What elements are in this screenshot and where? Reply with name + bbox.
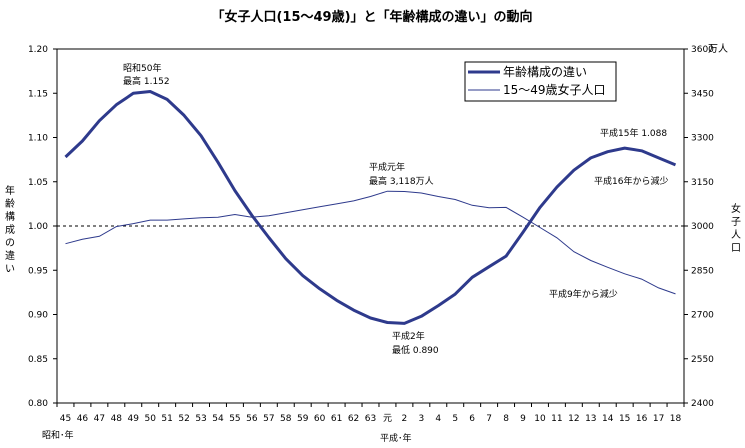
x-tick-label: 7 — [486, 414, 492, 424]
left-tick-label: 1.20 — [28, 45, 48, 55]
annotation-showa50-peak: 昭和50年 最高 1.152 — [123, 62, 170, 87]
x-tick-label: 18 — [670, 414, 682, 424]
x-tick-label: 9 — [520, 414, 526, 424]
right-tick-label: 3450 — [691, 89, 714, 99]
right-axis-unit: 万人 — [708, 43, 728, 55]
annotation-heisei2-low: 平成2年 最低 0.890 — [392, 330, 439, 356]
x-tick-label: 5 — [452, 414, 458, 424]
x-era-label-showa: 昭和･年 — [42, 429, 74, 441]
left-tick-label: 0.80 — [28, 399, 48, 409]
legend-label-age-structure: 年齢構成の違い — [503, 64, 587, 79]
right-tick-label: 2700 — [691, 311, 714, 321]
right-tick-label: 3600 — [691, 45, 714, 55]
x-tick-label: 13 — [585, 414, 596, 424]
right-tick-label: 3150 — [691, 178, 714, 188]
annotation-text: 最低 0.890 — [392, 344, 439, 356]
x-tick-label: 6 — [469, 414, 475, 424]
left-tick-label: 1.05 — [28, 178, 48, 188]
legend-box — [464, 61, 617, 102]
right-tick-label: 3300 — [691, 134, 714, 144]
axis-title-char: 口 — [731, 243, 741, 254]
x-tick-label: 61 — [331, 414, 342, 424]
x-tick-label: 63 — [365, 414, 376, 424]
axis-title-char: 違 — [5, 249, 15, 262]
axis-title-char: 構 — [5, 210, 15, 223]
x-axis-ticks: 45 46 47 48 49 50 51 52 53 54 55 56 57 58 59 60 61 62 63 元 2… — [56, 403, 685, 424]
right-tick-label: 2850 — [691, 266, 714, 276]
left-tick-label: 1.15 — [28, 89, 48, 99]
x-tick-label: 2 — [402, 414, 408, 424]
x-tick-label: 11 — [551, 414, 562, 424]
annotation-text: 昭和50年 — [123, 62, 161, 74]
x-tick-label: 4 — [435, 414, 441, 424]
x-tick-label: 47 — [94, 414, 105, 424]
left-tick-label: 0.90 — [28, 311, 48, 321]
axis-title-char: 年 — [5, 184, 15, 197]
right-axis-title: 女子人口 — [731, 202, 741, 254]
x-tick-label: 10 — [534, 414, 546, 424]
left-tick-label: 0.85 — [28, 355, 48, 365]
right-tick-label: 3000 — [691, 222, 714, 232]
series-line-age-structure — [64, 90, 677, 325]
left-tick-label: 0.95 — [28, 266, 48, 276]
x-tick-label: 56 — [246, 414, 258, 424]
annotation-heisei15: 平成15年 1.088 — [600, 127, 667, 139]
annotation-heisei16-decline: 平成16年から減少 — [594, 175, 668, 187]
left-axis-title: 年齢構成の違い — [5, 184, 15, 275]
right-tick-label: 2550 — [691, 355, 714, 365]
x-tick-label: 46 — [77, 414, 89, 424]
x-tick-label: 元 — [383, 414, 392, 424]
x-tick-label: 62 — [348, 414, 359, 424]
legend-label-female-population: 15～49歳女子人口 — [503, 82, 606, 97]
annotation-text: 平成元年 — [369, 161, 405, 173]
x-tick-label: 52 — [178, 414, 189, 424]
annotation-text: 平成2年 — [392, 330, 425, 342]
chart-title: 「女子人口(15～49歳)」と「年齢構成の違い」の動向 — [211, 9, 532, 25]
right-tick-label: 2400 — [691, 399, 714, 409]
x-era-label-heisei: 平成･年 — [380, 432, 412, 444]
x-tick-label: 15 — [619, 414, 630, 424]
x-tick-label: 17 — [653, 414, 664, 424]
legend: 年齢構成の違い 15～49歳女子人口 — [464, 61, 617, 102]
right-axis-ticks: 2400 2550 2700 2850 3000 3150 3300 3450 3600 — [684, 45, 714, 409]
x-tick-label: 53 — [195, 414, 206, 424]
axis-title-char: 女 — [731, 202, 741, 215]
x-tick-label: 3 — [418, 414, 424, 424]
x-tick-label: 8 — [503, 414, 509, 424]
x-tick-label: 50 — [144, 414, 156, 424]
x-tick-label: 45 — [60, 414, 71, 424]
axis-title-char: 人 — [731, 229, 741, 241]
x-tick-label: 49 — [128, 414, 140, 424]
x-tick-label: 57 — [263, 414, 274, 424]
x-tick-label: 60 — [314, 414, 326, 424]
axis-title-char: 子 — [731, 216, 741, 228]
left-tick-label: 1.10 — [28, 134, 48, 144]
x-tick-label: 14 — [602, 414, 614, 424]
x-tick-label: 55 — [229, 414, 240, 424]
x-tick-label: 12 — [568, 414, 579, 424]
x-tick-label: 16 — [636, 414, 648, 424]
x-tick-label: 51 — [161, 414, 172, 424]
x-tick-label: 54 — [212, 414, 224, 424]
annotation-text: 最高 3,118万人 — [369, 175, 434, 187]
axis-title-char: の — [5, 238, 15, 249]
axis-title-char: 齢 — [5, 197, 15, 210]
axis-title-char: い — [5, 264, 15, 275]
x-tick-label: 48 — [111, 414, 123, 424]
left-tick-label: 1.00 — [28, 222, 48, 232]
annotation-text: 最高 1.152 — [123, 75, 170, 87]
annotation-heisei-gannen-peak: 平成元年 最高 3,118万人 — [369, 161, 434, 187]
axis-title-char: 成 — [5, 224, 15, 236]
left-axis-ticks: 0.80 0.85 0.90 0.95 1.00 1.05 1.10 1.15 1.20 — [28, 45, 57, 409]
annotation-heisei9-decline: 平成9年から減少 — [549, 288, 618, 300]
series-line-female-population — [65, 190, 676, 295]
x-tick-label: 59 — [297, 414, 309, 424]
x-tick-label: 58 — [280, 414, 292, 424]
